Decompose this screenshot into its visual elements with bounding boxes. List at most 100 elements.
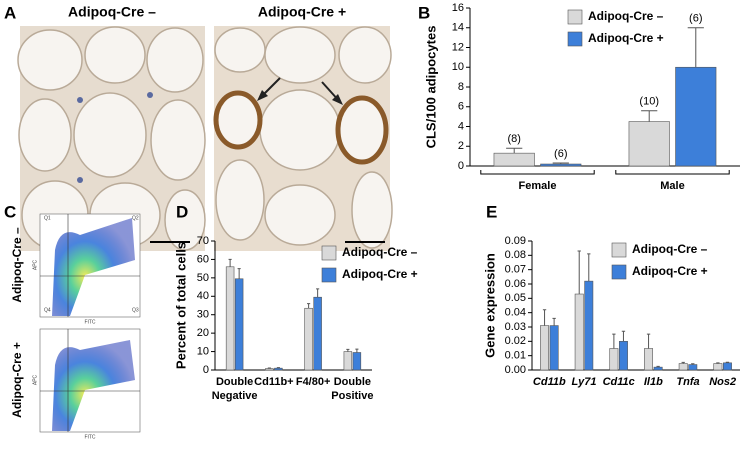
quadrant-label: Q3 [132,307,139,313]
error-bar [687,27,704,68]
x-tick-label: Cd11b [533,376,566,388]
y-axis-label: Percent of total cells [173,242,188,369]
legend-label: Adipoq-Cre + [588,31,664,45]
y-tick-label: 0.04 [505,307,526,319]
panel-label: A [4,3,16,22]
legend-swatch [567,9,583,25]
panel-label: B [418,3,430,22]
x-tick-label: Nos2 [709,376,736,388]
error-bar [612,333,616,349]
micrograph [17,26,206,251]
n-label: (8) [507,133,520,145]
bar [234,278,244,371]
error-bar [587,253,591,282]
panel-label: E [486,202,497,221]
y-tick-label: 6 [458,101,464,113]
image-label: Adipoq-Cre – [68,4,156,20]
error-bar [267,367,271,369]
error-bar [355,348,359,353]
panel-label: D [176,202,188,221]
bar [549,325,559,371]
bar [540,325,550,371]
y-tick-label: 0.01 [505,350,526,362]
bar [352,352,362,371]
axis-label: APC [32,374,38,385]
image-label: Adipoq-Cre + [258,4,346,20]
error-bar [641,110,658,122]
bar [653,366,663,371]
bar [688,364,698,371]
error-bar [716,362,720,364]
n-label: (6) [689,13,702,25]
y-tick-label: 12 [452,41,464,53]
error-bar [646,333,651,349]
x-tick-label: Tnfa [676,376,699,388]
legend-label: Adipoq-Cre – [588,9,664,23]
legend-swatch [321,245,337,261]
row-label: Adipoq-Cre – [10,227,24,303]
legend-swatch [567,31,583,47]
y-tick-label: 14 [452,22,464,34]
bar [540,163,582,167]
y-tick-label: 60 [197,253,209,265]
y-tick-label: 4 [458,120,464,132]
panel-label: C [4,202,16,221]
x-tick-label: Double Negative [212,376,258,402]
error-bar [656,365,660,368]
y-axis-label: CLS/100 adipocytes [423,26,438,149]
bar [343,351,353,371]
y-tick-label: 50 [197,272,209,284]
error-bar [316,288,320,298]
flow-plot [39,213,141,433]
y-tick-label: 0.02 [505,335,526,347]
x-tick-label: Il1b [644,376,663,388]
y-tick-label: 30 [197,309,209,321]
error-bar [237,268,241,279]
bar [225,266,235,371]
quadrant-label: Q2 [132,215,139,221]
legend-label: Adipoq-Cre + [632,264,708,278]
bar [584,280,594,371]
error-bar [552,162,569,165]
y-tick-label: 2 [458,140,464,152]
bar [493,152,535,167]
y-tick-label: 0 [458,160,464,172]
bar [722,362,732,371]
error-bar [506,147,523,154]
legend-swatch [611,242,627,258]
axis-label: APC [32,259,38,270]
bar [678,363,688,371]
axis-label: FITC [84,434,95,440]
error-bar [276,367,280,369]
error-bar [621,330,626,342]
legend-label: Adipoq-Cre – [342,245,418,259]
bar [609,348,619,371]
y-tick-label: 40 [197,290,209,302]
error-bar [542,309,547,326]
y-tick-label: 70 [197,235,209,247]
y-tick-label: 0.07 [505,264,526,276]
bar [628,121,670,167]
bar [274,367,283,371]
group-bracket [480,170,595,175]
n-label: (6) [554,148,567,160]
n-label: (10) [639,96,659,108]
bar [304,307,313,371]
y-tick-label: 0.08 [505,249,526,261]
x-tick-label: Cd11c [603,376,635,388]
legend-label: Adipoq-Cre – [632,242,708,256]
error-bar [346,348,350,352]
bar [713,363,723,371]
error-bar [681,361,685,364]
y-tick-label: 0.06 [505,278,526,290]
y-tick-label: 0.09 [505,235,526,247]
y-tick-label: 0.03 [505,321,526,333]
x-tick-label: Ly71 [571,376,596,388]
axis-label: FITC [84,319,95,325]
y-tick-label: 0 [203,364,209,376]
y-axis-label: Gene expression [482,253,497,358]
error-bar [228,258,232,267]
quadrant-label: Q4 [44,307,51,313]
x-tick-label: Female [519,180,557,192]
row-label: Adipoq-Cre + [10,342,24,418]
